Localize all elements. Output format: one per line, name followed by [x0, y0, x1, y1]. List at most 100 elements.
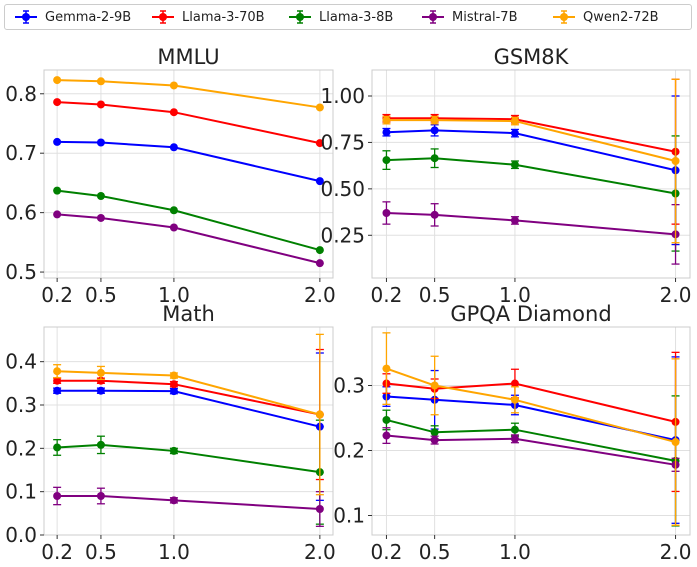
data-point — [169, 143, 178, 152]
data-point — [96, 386, 105, 395]
data-point — [96, 213, 105, 222]
subplot: GSM8K 0.25 0.50 0.75 1.00 0.2 0.5 1.0 2.0 — [320, 45, 691, 307]
series — [53, 210, 324, 268]
y-tick-label: 0.50 — [320, 177, 365, 201]
series — [382, 427, 680, 472]
subplot: Math 0.0 0.1 0.2 0.3 0.4 0.2 0.5 1.0 2.0 — [5, 302, 336, 564]
series — [382, 351, 680, 493]
data-point — [169, 387, 178, 396]
data-point — [169, 81, 178, 90]
y-tick-label: 0.6 — [5, 201, 37, 225]
data-point — [382, 415, 391, 424]
data-point — [510, 117, 519, 126]
subplot-title: GPQA Diamond — [450, 302, 611, 326]
y-tick-label: 0.2 — [5, 436, 37, 460]
data-point — [510, 395, 519, 404]
data-point — [382, 364, 391, 373]
data-point — [96, 440, 105, 449]
subplot-title: GSM8K — [494, 45, 570, 69]
x-tick-label: 2.0 — [304, 283, 336, 307]
series — [382, 78, 680, 244]
data-point — [430, 381, 439, 390]
data-point — [169, 206, 178, 215]
y-tick-label: 0.5 — [5, 260, 37, 284]
data-point — [315, 139, 324, 148]
series-line — [57, 189, 321, 252]
x-tick-label: 0.5 — [85, 540, 117, 564]
series — [53, 76, 324, 112]
data-point — [53, 386, 62, 395]
legend-marker-icon — [553, 10, 575, 24]
data-point — [510, 379, 519, 388]
legend-marker-icon — [422, 10, 444, 24]
legend-label: Mistral-7B — [452, 9, 518, 25]
series-line — [386, 367, 676, 444]
plot-frame — [371, 69, 691, 279]
series-line — [57, 495, 320, 510]
legend-label: Qwen2-72B — [583, 9, 659, 25]
x-tick-label: 2.0 — [660, 283, 692, 307]
legend-item: Mistral-7B — [420, 5, 518, 29]
x-tick-label: 1.0 — [158, 540, 190, 564]
data-point — [430, 436, 439, 445]
data-point — [96, 191, 105, 200]
data-point — [315, 505, 324, 513]
series — [53, 348, 324, 481]
y-tick-label: 0.75 — [320, 130, 365, 154]
series-line — [57, 370, 321, 416]
y-tick-label: 1.00 — [320, 84, 365, 108]
series-line — [386, 212, 676, 236]
legend-label: Gemma-2-9B — [45, 9, 132, 25]
x-tick-label: 0.2 — [41, 283, 73, 307]
series — [382, 332, 680, 526]
legend: Gemma-2-9B Llama-3-70B Llama-3-8B Mistral-7… — [4, 4, 692, 30]
data-point — [671, 157, 680, 165]
x-tick-label: 0.2 — [41, 540, 73, 564]
legend-label: Llama-3-8B — [319, 9, 394, 25]
series — [53, 98, 324, 148]
series-line — [57, 443, 321, 474]
data-point — [382, 128, 391, 137]
series-line — [57, 101, 321, 145]
x-tick-label: 1.0 — [499, 540, 531, 564]
data-point — [53, 376, 62, 385]
data-point — [510, 434, 519, 443]
y-tick-label: 0.7 — [5, 141, 37, 165]
series — [382, 201, 680, 265]
plot-frame — [43, 69, 334, 279]
data-point — [169, 496, 178, 505]
series-line — [57, 140, 321, 183]
y-tick-label: 0.8 — [5, 82, 37, 106]
data-point — [96, 138, 105, 147]
data-point — [315, 246, 324, 255]
x-tick-label: 0.5 — [85, 283, 117, 307]
data-point — [53, 210, 62, 219]
data-point — [169, 380, 178, 389]
data-point — [430, 210, 439, 219]
x-tick-label: 0.5 — [419, 540, 451, 564]
series-line — [57, 79, 321, 109]
data-point — [510, 216, 519, 225]
data-point — [53, 98, 62, 107]
data-point — [382, 156, 391, 165]
legend-item: Gemma-2-9B — [13, 5, 131, 29]
series-line — [386, 157, 676, 195]
data-point — [53, 76, 62, 85]
data-point — [315, 259, 324, 268]
series — [53, 186, 324, 255]
data-point — [315, 103, 324, 112]
plot-frame — [371, 326, 691, 536]
data-point — [96, 376, 105, 385]
data-point — [53, 367, 62, 376]
data-point — [430, 116, 439, 125]
data-point — [53, 492, 62, 500]
series-line — [57, 213, 321, 265]
data-point — [169, 371, 178, 380]
x-tick-label: 0.2 — [371, 283, 403, 307]
data-point — [510, 129, 519, 138]
data-point — [53, 443, 62, 452]
series-line — [386, 129, 676, 172]
